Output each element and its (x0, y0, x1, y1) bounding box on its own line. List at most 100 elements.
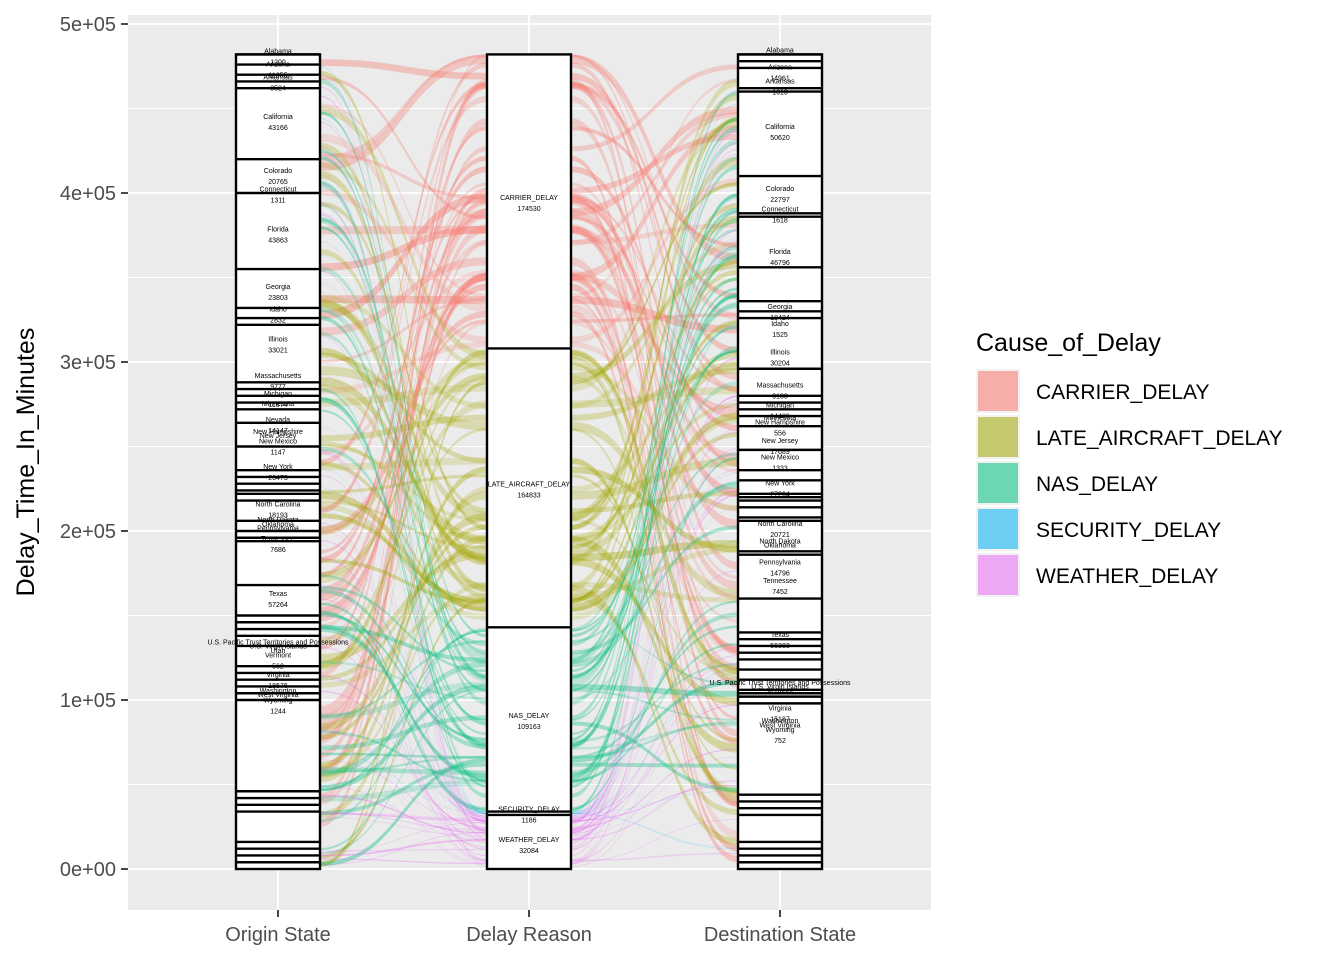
flow-reason-destination-34 (571, 82, 738, 299)
flow-reason-destination-82 (571, 417, 738, 620)
flow-origin-reason-119 (320, 180, 487, 788)
flow-reason-destination-7 (571, 274, 738, 745)
destination-stratum-name-17: North Carolina (757, 521, 802, 528)
flow-origin-reason-10 (320, 118, 487, 759)
flow-reason-destination-123 (571, 245, 738, 647)
flow-origin-reason-60 (320, 375, 487, 668)
flow-origin-reason-94 (320, 660, 487, 700)
flow-origin-reason-178 (320, 146, 487, 840)
flow-reason-destination-0 (571, 197, 738, 672)
reason-stratum-value-3: 1186 (521, 817, 536, 824)
origin-stratum-value-5: 1311 (270, 197, 285, 204)
origin-stratum-value-4: 20765 (268, 179, 288, 186)
flow-origin-reason-165 (320, 839, 487, 857)
destination-stratum-name-16: New York (765, 480, 795, 487)
flow-origin-reason-72 (320, 461, 487, 613)
destination-stratum-name-11: Michigan (766, 403, 794, 410)
flow-reason-destination-60 (571, 375, 738, 672)
flow-origin-reason-120 (320, 315, 487, 726)
flow-reason-destination-113 (571, 287, 738, 692)
flow-reason-destination-188 (571, 237, 738, 830)
flow-origin-reason-131 (320, 111, 487, 678)
flow-reason-destination-83 (571, 242, 738, 409)
flow-origin-reason-168 (320, 744, 487, 865)
flow-origin-reason-24 (320, 200, 487, 643)
flow-reason-destination-80 (571, 593, 738, 815)
flow-reason-destination-23 (571, 178, 738, 344)
reason-stratum-name-4: WEATHER_DELAY (499, 837, 560, 844)
flow-reason-destination-139 (571, 507, 738, 814)
flow-origin-reason-42 (320, 272, 487, 622)
flow-origin-reason-181 (320, 816, 487, 837)
legend-label-4: WEATHER_DELAY (1036, 565, 1218, 588)
flow-reason-destination-174 (571, 243, 738, 863)
flow-reason-destination-152 (571, 159, 738, 841)
flow-origin-reason-115 (320, 156, 487, 680)
flow-reason-destination-142 (571, 813, 738, 850)
y-tick-label-4: 4e+05 (60, 183, 116, 205)
destination-stratum-value-16: 27264 (770, 491, 790, 498)
flow-origin-reason-173 (320, 108, 487, 867)
origin-stratum-value-3: 43166 (268, 125, 288, 132)
flow-origin-reason-116 (320, 629, 487, 792)
flow-origin-reason-95 (320, 409, 487, 722)
origin-stratum-name-24: U.S. Pacific Trust Territories and Posse… (207, 639, 349, 646)
flow-origin-reason-110 (320, 182, 487, 798)
destination-stratum-name-8: Idaho (771, 321, 789, 328)
flow-reason-destination-65 (571, 360, 738, 493)
flow-origin-reason-141 (320, 192, 487, 813)
destination-stratum-value-7: 18424 (770, 315, 790, 322)
flow-origin-reason-122 (320, 767, 487, 775)
origin-stratum-name-22: Tennessee (261, 536, 295, 543)
flow-reason-destination-144 (571, 472, 738, 814)
flow-origin-reason-138 (320, 118, 487, 815)
flow-reason-destination-33 (571, 193, 738, 498)
flow-reason-destination-112 (571, 762, 738, 768)
flow-origin-reason-184 (320, 475, 487, 817)
flow-origin-reason-2 (320, 257, 487, 336)
flow-reason-destination-122 (571, 612, 738, 775)
flow-reason-destination-138 (571, 541, 738, 815)
legend-key-swatch-4 (978, 555, 1018, 595)
flow-origin-reason-44 (320, 78, 487, 801)
flow-origin-reason-78 (320, 491, 487, 783)
flow-origin-reason-17 (320, 225, 487, 271)
flow-reason-destination-59 (571, 364, 738, 512)
flow-reason-destination-52 (571, 78, 738, 591)
origin-stratum-value-23: 57264 (268, 602, 288, 609)
x-tick-label-2: Destination State (704, 924, 856, 946)
destination-stratum-name-15: New Mexico (761, 454, 799, 461)
flow-reason-destination-146 (571, 668, 738, 814)
flow-reason-destination-137 (571, 292, 738, 779)
flow-reason-destination-97 (571, 456, 738, 810)
flow-reason-destination-171 (571, 663, 738, 820)
flow-reason-destination-111 (571, 126, 738, 720)
flow-origin-reason-59 (320, 162, 487, 371)
legend-label-3: SECURITY_DELAY (1036, 519, 1221, 542)
flow-reason-destination-197 (571, 704, 738, 823)
x-tick-label-0: Origin State (225, 924, 331, 946)
flow-origin-reason-112 (320, 762, 487, 816)
flow-origin-reason-39 (320, 54, 487, 744)
flow-reason-destination-15 (571, 54, 738, 263)
flow-origin-reason-76 (320, 372, 487, 580)
legend-key-swatch-2 (978, 463, 1018, 503)
flow-reason-destination-129 (571, 452, 738, 643)
flow-origin-reason-171 (320, 183, 487, 820)
flow-origin-reason-190 (320, 539, 487, 819)
flow-origin-reason-149 (320, 66, 487, 813)
flow-origin-reason-166 (320, 832, 487, 865)
destination-stratum-value-15: 1333 (772, 465, 788, 472)
flow-reason-destination-31 (571, 166, 738, 432)
flow-origin-reason-84 (320, 106, 487, 359)
flow-reason-destination-77 (571, 362, 738, 558)
flow-origin-reason-63 (320, 441, 487, 542)
flow-reason-destination-172 (571, 396, 738, 815)
flow-reason-destination-151 (571, 125, 738, 813)
flow-origin-reason-57 (320, 414, 487, 442)
flow-origin-reason-114 (320, 397, 487, 747)
destination-stratum-value-29: 752 (774, 738, 786, 745)
flow-reason-destination-154 (571, 428, 738, 817)
flow-reason-destination-25 (571, 223, 738, 245)
